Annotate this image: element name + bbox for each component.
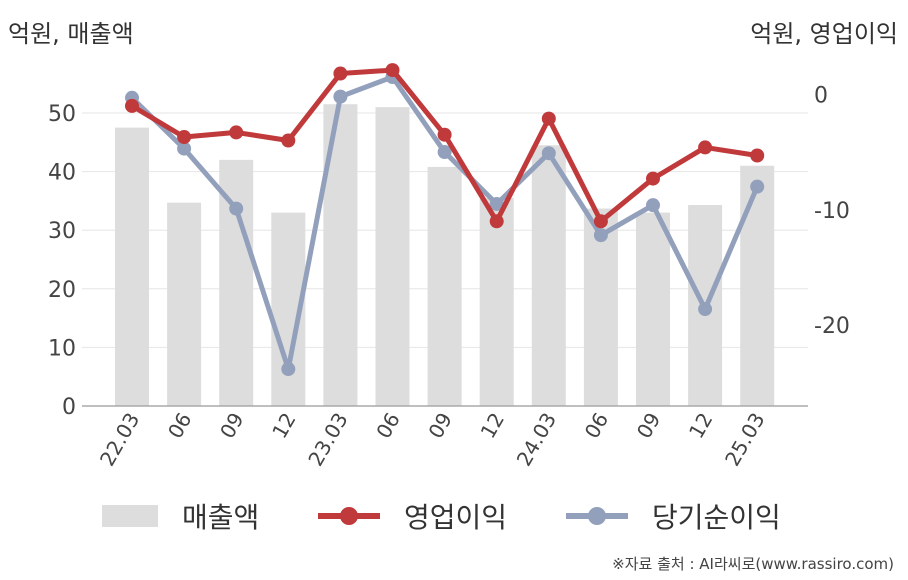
x-tick-label: 09: [215, 409, 249, 443]
y-left-tick-label: 10: [48, 336, 76, 361]
y-left-tick-label: 30: [48, 219, 76, 244]
x-tick-label: 25.03: [720, 409, 769, 471]
legend-label-net: 당기순이익: [652, 501, 781, 534]
x-tick-label: 22.03: [95, 409, 144, 471]
bar-sales: [740, 165, 775, 406]
point-op: [177, 130, 192, 145]
point-net: [541, 146, 556, 161]
point-op: [281, 133, 296, 148]
y-left-tick-label: 20: [48, 278, 76, 303]
bar-sales: [167, 202, 202, 406]
legend-swatch-sales: [102, 505, 158, 527]
x-tick-label: 12: [476, 409, 510, 443]
legend: 매출액 영업이익 당기순이익: [0, 494, 908, 538]
bar-sales: [531, 145, 566, 406]
point-net: [177, 141, 192, 156]
x-tick-label: 09: [423, 409, 457, 443]
legend-label-sales: 매출액: [182, 501, 260, 534]
point-op: [333, 66, 348, 81]
point-op: [489, 214, 504, 229]
point-net: [698, 302, 713, 317]
bar-sales: [427, 166, 462, 406]
x-tick-label: 24.03: [512, 409, 561, 471]
right-axis-unit: 억원, 영업이익: [750, 20, 898, 48]
bar-sales: [375, 107, 410, 406]
point-net: [646, 198, 660, 213]
y-right-tick-label: -10: [814, 199, 850, 224]
point-net: [750, 179, 765, 194]
profit-lines: [125, 63, 765, 377]
x-tick-label: 23.03: [303, 409, 352, 471]
sales-bars: [115, 104, 775, 406]
y-left-tick-label: 50: [48, 102, 76, 127]
x-tick-label: 12: [267, 409, 301, 443]
y-left-tick-label: 40: [48, 161, 76, 186]
point-net: [281, 362, 296, 377]
legend-item-sales: 매출액: [102, 494, 259, 538]
point-op: [646, 171, 660, 186]
y-right-tick-label: -20: [814, 314, 850, 339]
point-op: [229, 125, 244, 140]
point-net: [437, 145, 452, 160]
bar-sales: [115, 127, 149, 406]
x-tick-label: 12: [684, 409, 718, 443]
source-note: ※자료 출처 : AI라씨로(www.rassiro.com): [612, 555, 894, 573]
bar-sales: [636, 212, 670, 406]
x-tick-label: 09: [632, 409, 666, 443]
bar-sales: [219, 159, 254, 406]
point-net: [333, 89, 348, 104]
point-op: [698, 140, 713, 155]
point-op: [385, 63, 400, 78]
y-left-tick-label: 0: [62, 395, 76, 420]
point-op: [593, 214, 608, 229]
legend-swatch-net: [566, 505, 628, 527]
point-op: [437, 127, 452, 142]
legend-label-op: 영업이익: [404, 501, 508, 534]
point-op: [125, 98, 139, 113]
x-tick-label: 06: [163, 409, 197, 443]
point-net: [489, 196, 504, 211]
legend-item-net: 당기순이익: [566, 494, 781, 538]
bar-sales: [479, 197, 514, 406]
x-tick-label: 06: [580, 409, 614, 443]
legend-item-op: 영업이익: [318, 494, 507, 538]
legend-swatch-op: [318, 505, 380, 527]
x-tick-label: 06: [371, 409, 405, 443]
y-right-tick-label: 0: [814, 83, 828, 108]
point-op: [541, 111, 556, 126]
point-op: [750, 148, 765, 163]
left-axis-unit: 억원, 매출액: [8, 20, 134, 48]
point-net: [229, 201, 244, 216]
point-net: [593, 228, 608, 243]
